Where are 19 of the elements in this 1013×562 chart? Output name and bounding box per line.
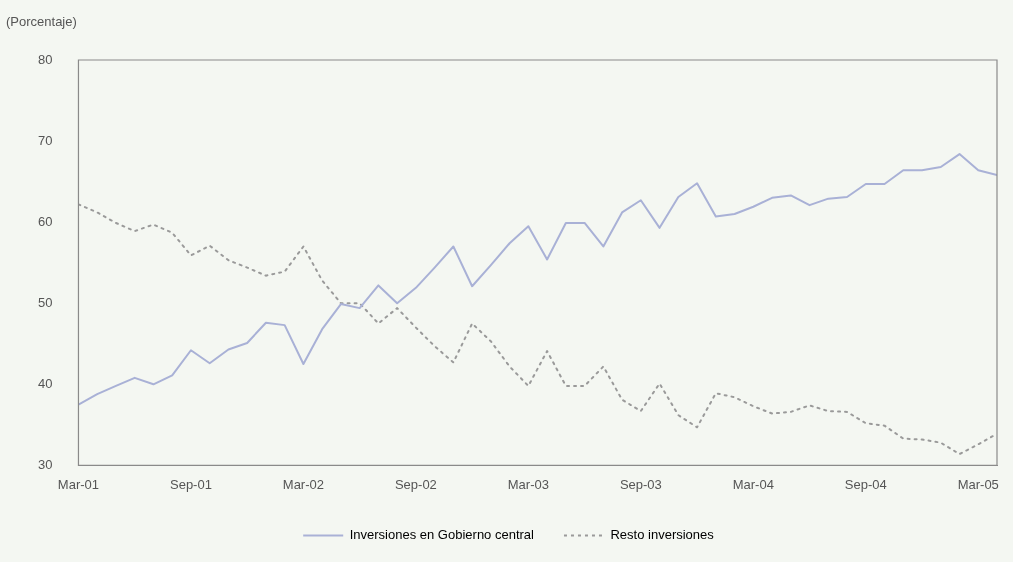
x-tick-label: Mar-05 (957, 476, 999, 492)
legend-label: Resto inversiones (610, 527, 715, 543)
y-tick-label: 80 (37, 51, 53, 67)
x-tick-label: Mar-03 (507, 476, 549, 492)
x-tick-label: Sep-04 (844, 476, 887, 492)
x-tick-label: Sep-03 (619, 476, 662, 492)
x-tick-label: Mar-02 (282, 476, 324, 492)
line-series (78, 203, 997, 456)
x-tick-label: Mar-04 (732, 476, 774, 492)
y-tick-label: 60 (37, 213, 53, 229)
x-tick-label: Mar-01 (57, 476, 100, 492)
y-tick-label: 40 (37, 375, 53, 391)
y-tick-label: 70 (37, 132, 53, 148)
x-tick-label: Sep-02 (394, 476, 437, 492)
legend-label: Inversiones en Gobierno central (349, 527, 535, 543)
y-tick-label: 30 (37, 456, 53, 472)
y-axis-title: (Porcentaje) (6, 14, 77, 29)
x-tick-label: Sep-01 (169, 476, 212, 492)
y-tick-label: 50 (37, 294, 53, 310)
